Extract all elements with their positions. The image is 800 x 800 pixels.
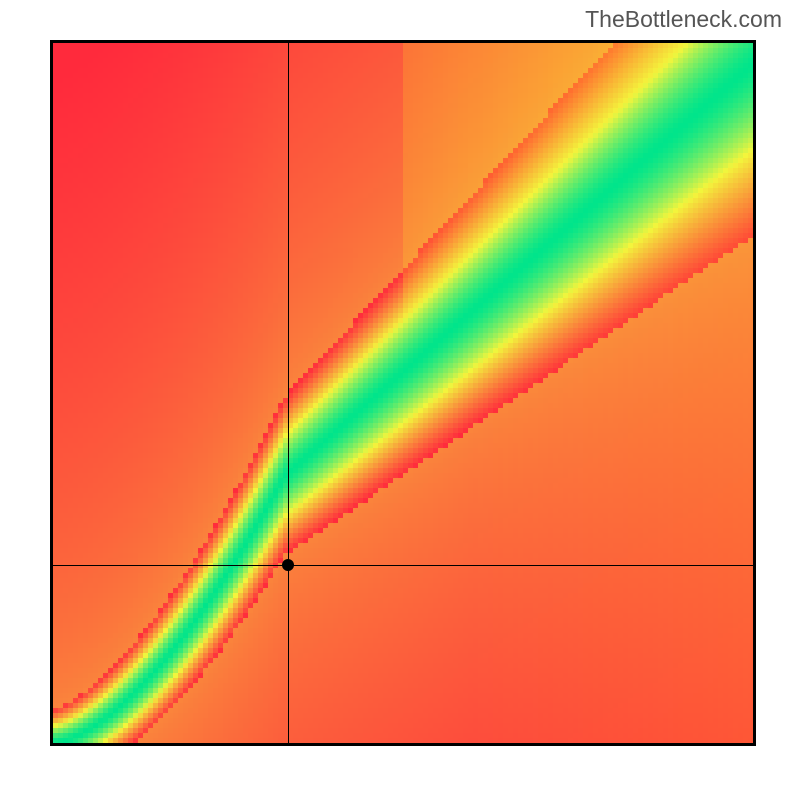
heatmap-canvas [53, 43, 753, 743]
crosshair-dot [282, 559, 294, 571]
bottleneck-heatmap-chart [50, 40, 756, 746]
page-root: TheBottleneck.com [0, 0, 800, 800]
watermark-text: TheBottleneck.com [585, 6, 782, 33]
crosshair-horizontal [53, 565, 753, 566]
crosshair-vertical [288, 43, 289, 743]
